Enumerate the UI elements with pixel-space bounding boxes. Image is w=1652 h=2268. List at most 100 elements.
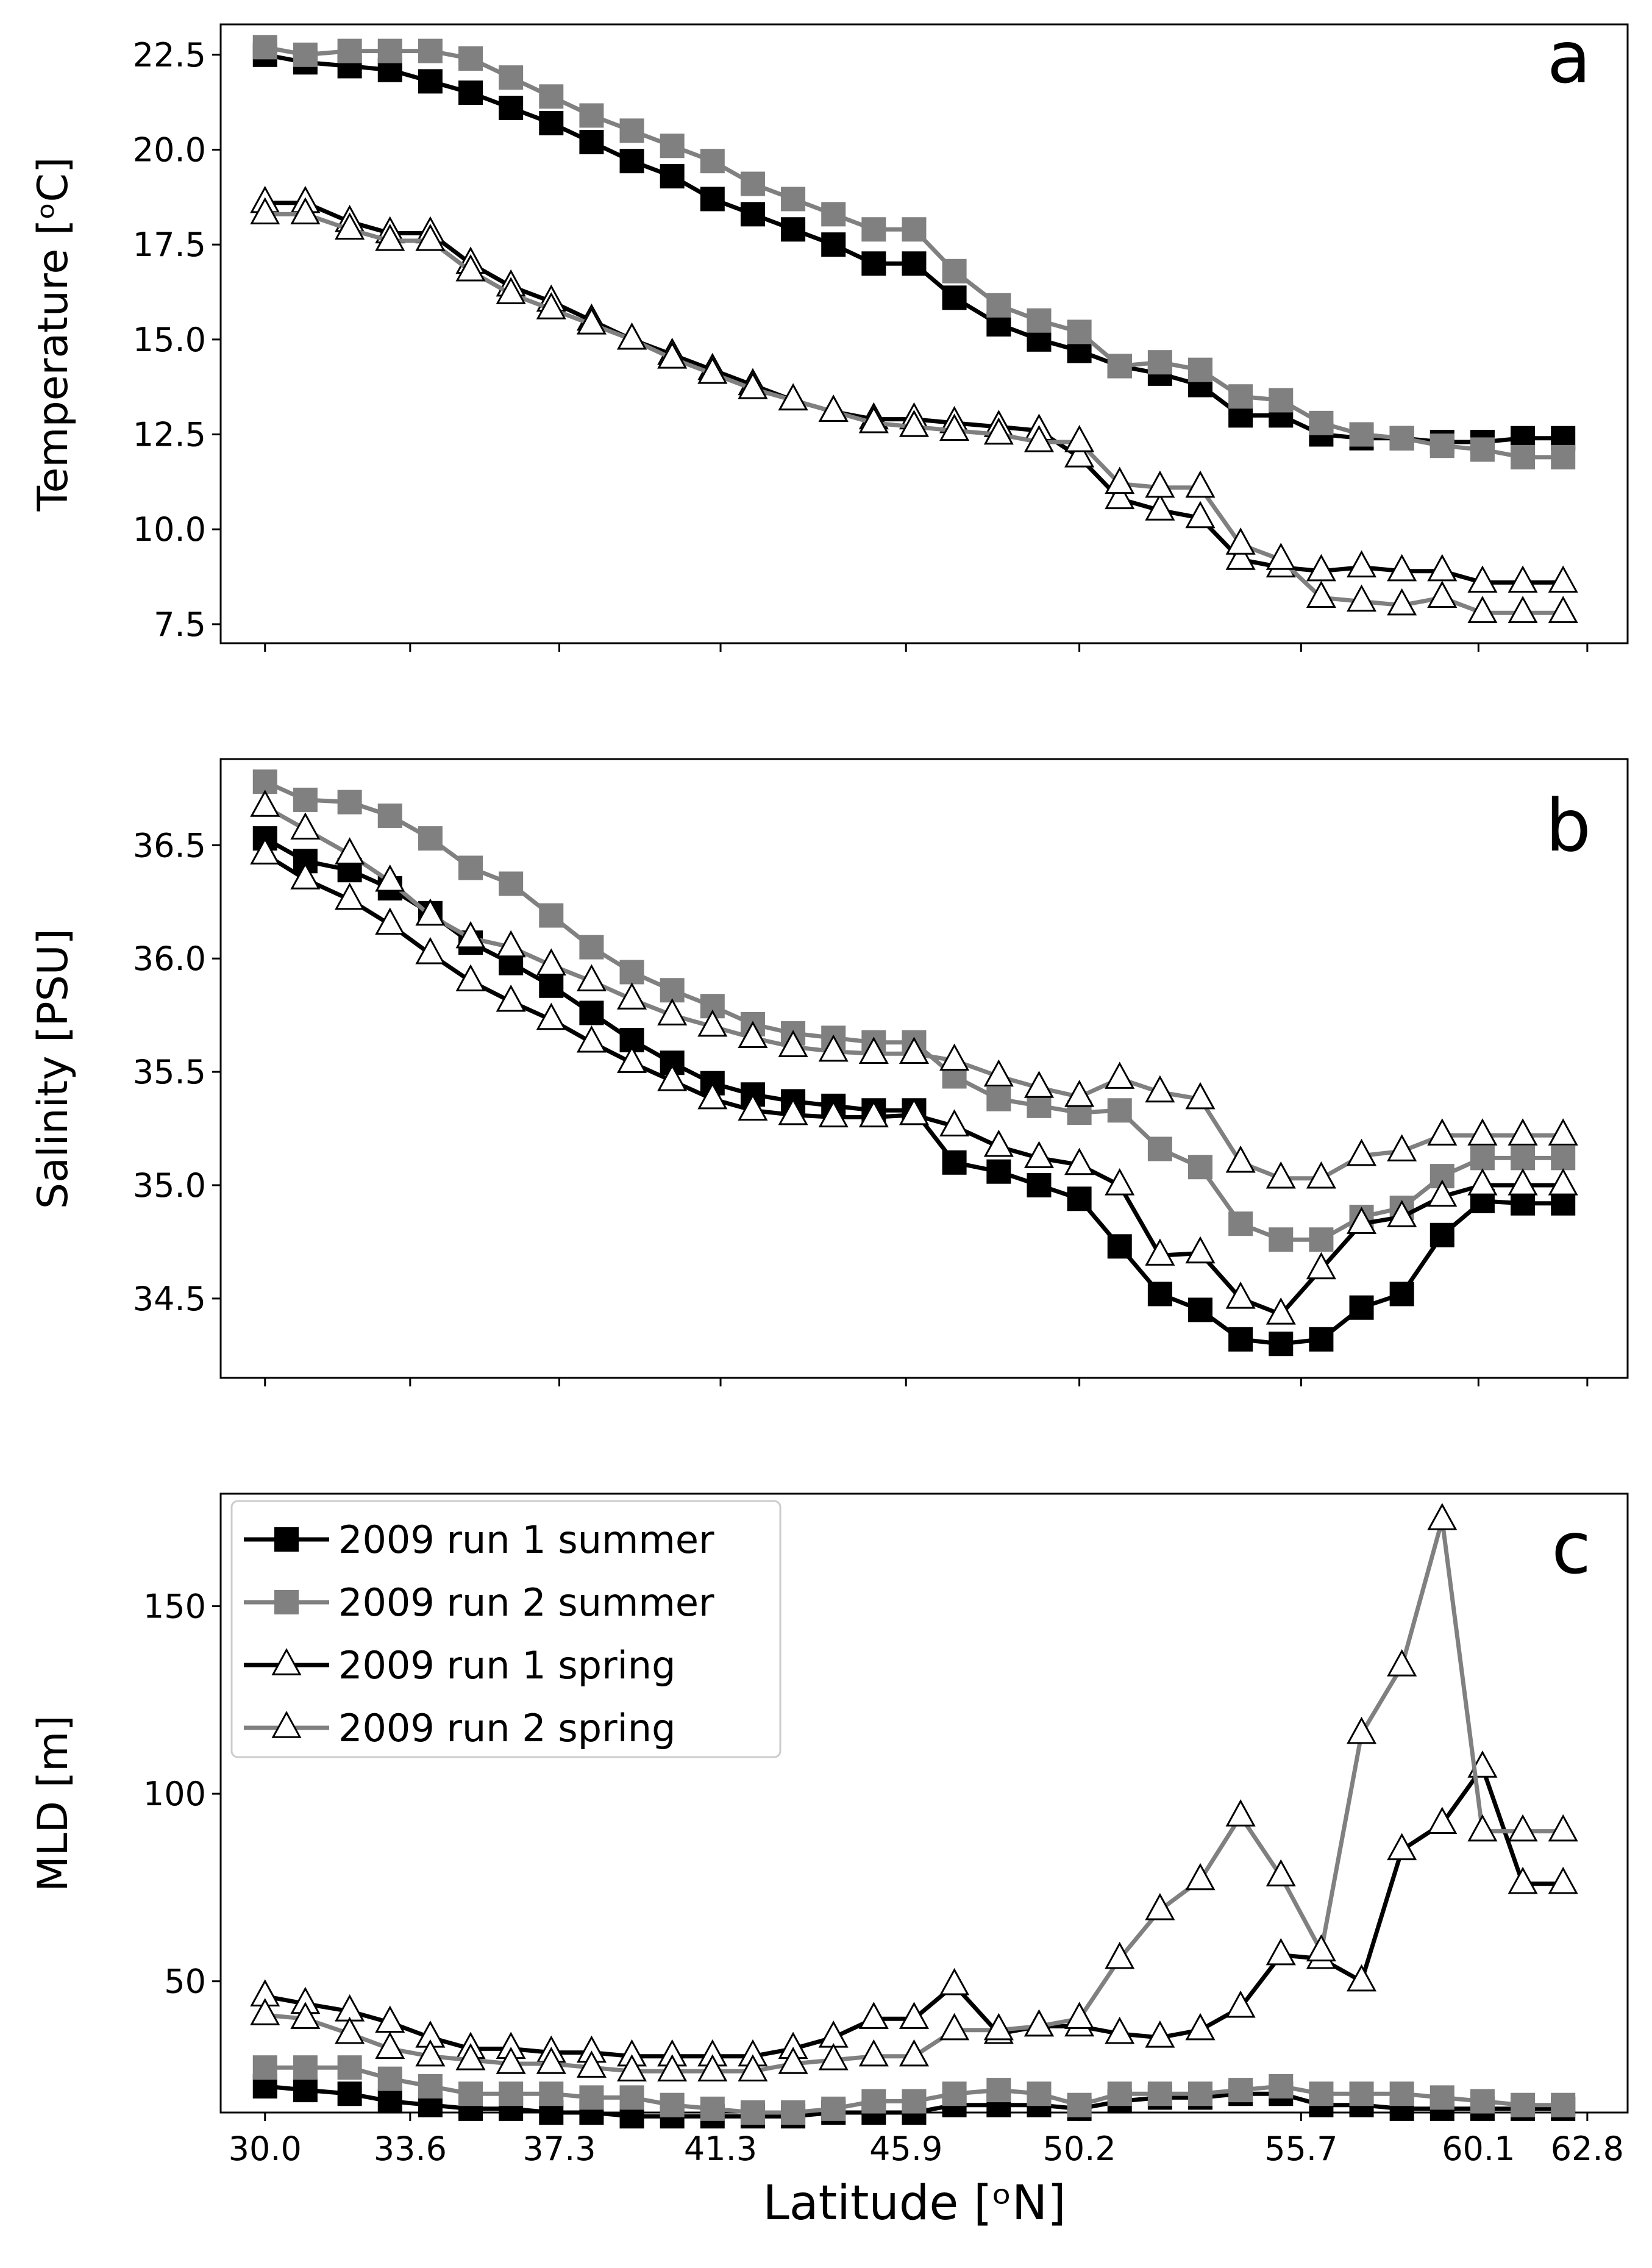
- salinity-point-run2-spring: [899, 1036, 930, 1064]
- salinity-point-run2-summer: [1107, 1098, 1132, 1123]
- salinity-point-run2-spring: [250, 790, 280, 817]
- mld-y-axis-label: MLD [m]: [29, 1715, 77, 1892]
- temperature-point-run2-summer: [252, 35, 277, 60]
- salinity-y-tick-label: 36.0: [133, 940, 206, 978]
- salinity-point-run1-spring: [858, 1100, 889, 1128]
- temperature-point-run2-summer: [1147, 350, 1172, 375]
- temperature-point-run2-summer: [458, 46, 483, 71]
- salinity-line-run2-summer: [264, 780, 1564, 1242]
- temperature-point-run2-spring: [455, 254, 486, 282]
- salinity-point-run1-spring: [496, 984, 526, 1012]
- salinity-point-run1-spring: [939, 1109, 970, 1137]
- salinity-point-run2-spring: [536, 948, 566, 976]
- salinity-point-run2-spring: [1467, 1118, 1498, 1146]
- mld-point-run2-spring: [290, 2002, 321, 2029]
- salinity-point-run1-spring: [1346, 1207, 1377, 1234]
- salinity-point-run1-summer: [1107, 1234, 1132, 1259]
- x-axis-label: Latitude [ᵒN]: [763, 2176, 1066, 2231]
- temperature-point-run2-spring: [1024, 425, 1055, 452]
- temperature-point-run2-summer: [781, 187, 806, 212]
- salinity-point-run1-summer: [1067, 1186, 1092, 1211]
- salinity-point-run1-summer: [1309, 1327, 1334, 1352]
- salinity-point-run1-spring: [415, 936, 446, 965]
- salinity-point-run1-summer: [1349, 1295, 1374, 1320]
- temperature-panel: a Temperature [ᵒC] 7.5 10.0 12.5 15.0 17.5 20…: [29, 15, 1629, 652]
- temperature-point-run2-spring: [657, 341, 688, 369]
- temperature-point-run2-spring: [1145, 470, 1175, 498]
- mld-point-run1-spring: [899, 2002, 930, 2029]
- mld-point-run2-summer: [1470, 2089, 1495, 2114]
- temperature-point-run2-spring: [1508, 596, 1538, 623]
- salinity-point-run1-spring: [738, 1093, 768, 1121]
- mld-point-run2-spring: [1266, 1859, 1296, 1887]
- temperature-point-run1-summer: [458, 80, 483, 105]
- mld-point-run1-spring: [1427, 1806, 1458, 1835]
- mld-point-run2-spring: [1024, 2009, 1055, 2037]
- panel-letter-a: a: [1547, 15, 1591, 99]
- x-tick-label: 41.3: [684, 2130, 757, 2168]
- x-tick-label: 33.6: [374, 2130, 447, 2168]
- temperature-point-run2-summer: [986, 293, 1011, 318]
- mld-point-run2-spring: [738, 2054, 768, 2082]
- salinity-point-run1-summer: [1429, 1222, 1454, 1247]
- salinity-y-tick-label: 34.5: [133, 1280, 206, 1318]
- salinity-point-run2-spring: [983, 1059, 1014, 1087]
- temperature-point-run2-summer: [293, 42, 318, 67]
- temperature-point-run2-summer: [1551, 444, 1576, 469]
- salinity-point-run2-spring: [818, 1034, 849, 1062]
- salinity-series-run2-spring: [250, 790, 1578, 1189]
- temperature-plot-frame: [219, 23, 1629, 644]
- mld-point-run2-summer: [942, 2081, 967, 2106]
- salinity-series-run1-spring: [250, 837, 1578, 1325]
- salinity-point-run2-spring: [1306, 1161, 1336, 1189]
- mld-point-run2-summer: [619, 2085, 644, 2110]
- salinity-point-run1-summer: [1228, 1327, 1253, 1352]
- mld-point-run2-summer: [1429, 2085, 1454, 2110]
- temperature-point-run2-spring: [899, 410, 930, 437]
- temperature-point-run2-spring: [1266, 543, 1296, 570]
- temperature-point-run1-spring: [1467, 565, 1498, 593]
- mld-point-run2-summer: [499, 2081, 524, 2106]
- temperature-point-run2-summer: [902, 217, 927, 242]
- temperature-point-run1-spring: [1225, 543, 1256, 570]
- temperature-point-run2-spring: [1548, 596, 1578, 623]
- mld-point-run1-spring: [1346, 1964, 1377, 1992]
- temperature-point-run2-summer: [539, 84, 564, 109]
- salinity-point-run2-summer: [1470, 1146, 1495, 1171]
- temperature-point-run2-summer: [337, 38, 362, 63]
- temperature-point-run2-spring: [1387, 588, 1417, 616]
- mld-point-run2-spring: [536, 2047, 566, 2074]
- mld-point-run2-spring: [1548, 1814, 1578, 1842]
- mld-point-run2-summer: [1107, 2081, 1132, 2106]
- salinity-point-run1-summer: [942, 1150, 967, 1175]
- mld-point-run2-spring: [899, 2039, 930, 2067]
- temperature-point-run2-summer: [660, 134, 685, 159]
- temperature-point-run1-spring: [1306, 554, 1336, 582]
- salinity-point-run2-summer: [337, 790, 362, 815]
- mld-point-run2-summer: [700, 2096, 725, 2121]
- mld-point-run2-spring: [858, 2039, 889, 2067]
- temperature-point-run2-spring: [1427, 580, 1458, 608]
- salinity-point-run2-spring: [778, 1030, 808, 1057]
- temperature-point-run1-spring: [1346, 550, 1377, 578]
- mld-point-run1-spring: [1508, 1866, 1538, 1894]
- salinity-point-run2-spring: [1024, 1071, 1055, 1098]
- mld-point-run2-summer: [1551, 2092, 1576, 2117]
- temperature-point-run1-spring: [1387, 554, 1417, 582]
- mld-point-run2-spring: [1064, 2002, 1095, 2029]
- salinity-point-run1-spring: [1508, 1168, 1538, 1196]
- temperature-y-tick-label: 17.5: [133, 226, 206, 264]
- salinity-point-run1-spring: [1024, 1141, 1055, 1169]
- mld-point-run2-spring: [1145, 1892, 1175, 1920]
- mld-point-run2-summer: [1269, 2074, 1294, 2099]
- salinity-point-run1-summer: [1551, 1191, 1576, 1216]
- mld-point-run2-summer: [293, 2055, 318, 2080]
- salinity-y-tick-label: 36.5: [133, 826, 206, 865]
- temperature-point-run2-summer: [1511, 444, 1536, 469]
- temperature-point-run1-summer: [579, 130, 604, 155]
- salinity-point-run1-spring: [250, 837, 280, 865]
- mld-point-run2-spring: [250, 1998, 280, 2025]
- mld-point-run1-spring: [1266, 1938, 1296, 1966]
- temperature-point-run1-spring: [1508, 565, 1538, 593]
- salinity-point-run2-summer: [1188, 1155, 1213, 1180]
